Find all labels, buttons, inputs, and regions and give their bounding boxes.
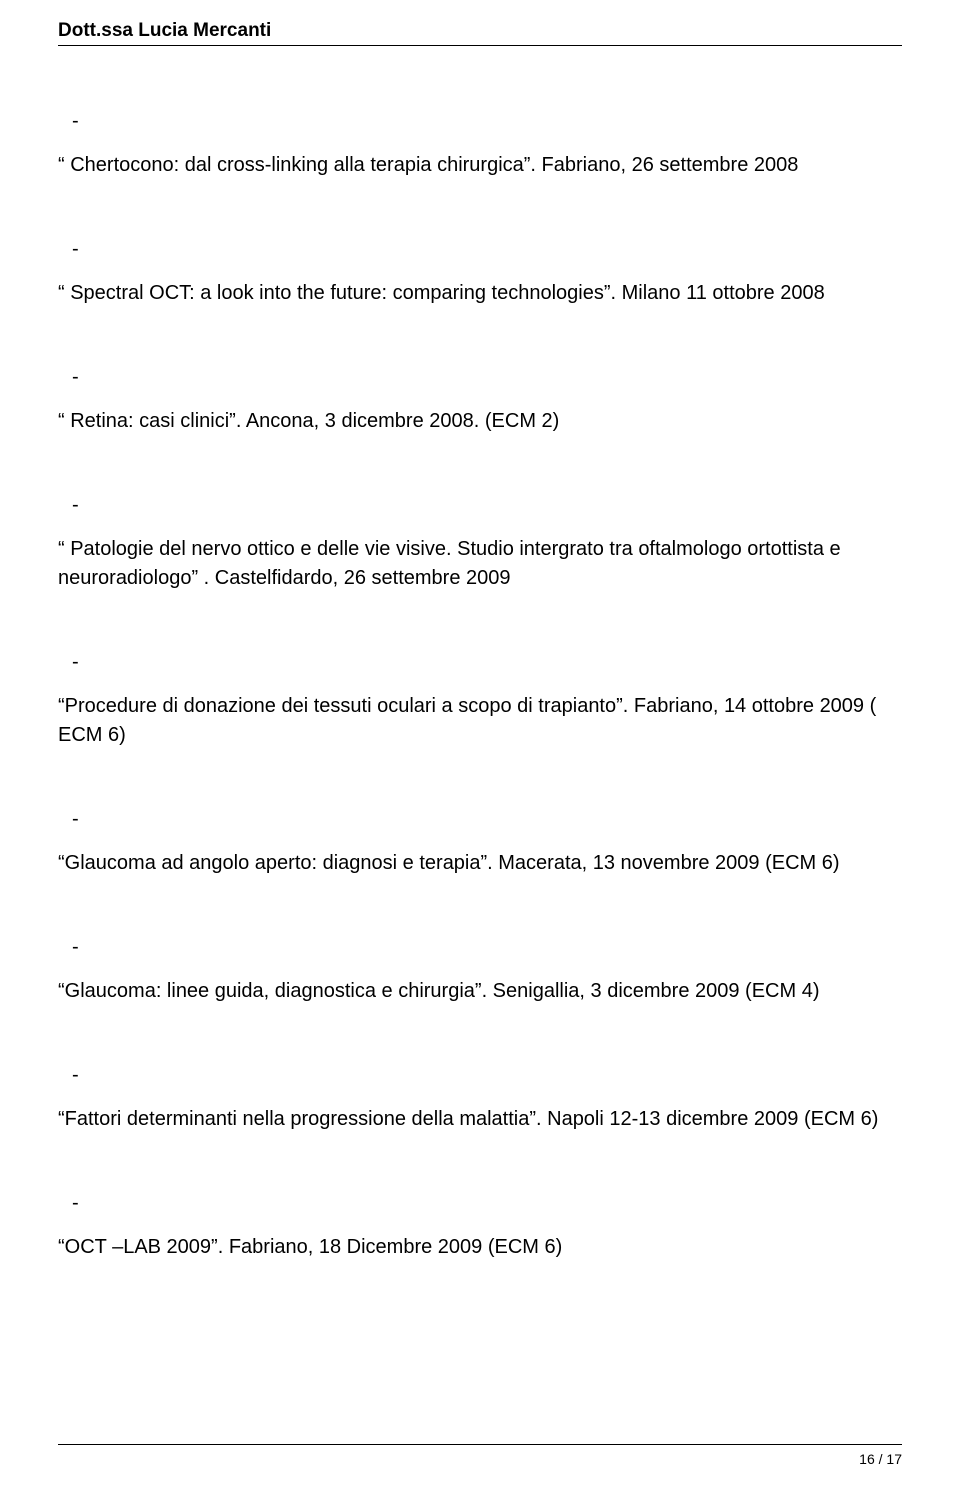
entry-block: - “OCT –LAB 2009”. Fabriano, 18 Dicembre… [58,1192,902,1262]
entry-text: “Glaucoma: linee guida, diagnostica e ch… [58,977,902,1006]
entry-block: - “Procedure di donazione dei tessuti oc… [58,651,902,750]
entry-text: “Glaucoma ad angolo aperto: diagnosi e t… [58,849,902,878]
entry-text: “ Spectral OCT: a look into the future: … [58,279,902,308]
entry-text: “ Chertocono: dal cross-linking alla ter… [58,151,902,180]
entry-block: - “Fattori determinanti nella progressio… [58,1064,902,1134]
entry-text: “ Retina: casi clinici”. Ancona, 3 dicem… [58,407,902,436]
entry-dash: - [72,808,902,831]
page-number: 16 / 17 [859,1451,902,1467]
entry-dash: - [72,1064,902,1087]
footer-divider [58,1444,902,1445]
entry-dash: - [72,110,902,133]
entry-text: “Fattori determinanti nella progressione… [58,1105,902,1134]
entry-block: - “ Spectral OCT: a look into the future… [58,238,902,308]
entry-dash: - [72,238,902,261]
entry-block: - “Glaucoma: linee guida, diagnostica e … [58,936,902,1006]
entry-text: “OCT –LAB 2009”. Fabriano, 18 Dicembre 2… [58,1233,902,1262]
entry-dash: - [72,494,902,517]
entry-block: - “ Retina: casi clinici”. Ancona, 3 dic… [58,366,902,436]
entry-text: “Procedure di donazione dei tessuti ocul… [58,692,902,750]
entry-dash: - [72,651,902,674]
entry-dash: - [72,1192,902,1215]
page-header: Dott.ssa Lucia Mercanti [58,20,902,46]
entry-block: - “ Chertocono: dal cross-linking alla t… [58,110,902,180]
entry-block: - “Glaucoma ad angolo aperto: diagnosi e… [58,808,902,878]
entry-text: “ Patologie del nervo ottico e delle vie… [58,535,902,593]
entry-block: - “ Patologie del nervo ottico e delle v… [58,494,902,593]
entry-dash: - [72,366,902,389]
entry-dash: - [72,936,902,959]
